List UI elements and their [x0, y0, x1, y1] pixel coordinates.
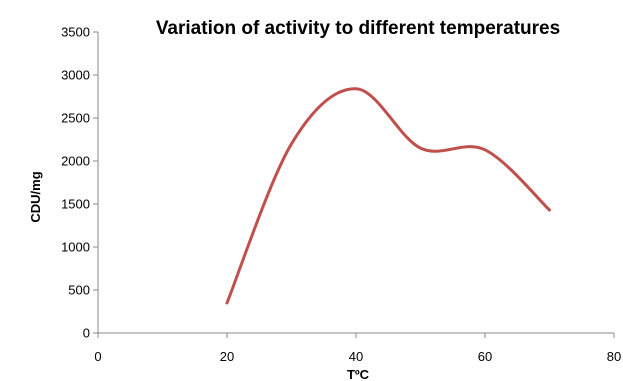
- x-tick-label: 0: [94, 349, 101, 364]
- y-tick-label: 0: [83, 326, 90, 341]
- x-tick-label: 60: [478, 349, 492, 364]
- x-tick-label: 20: [220, 349, 234, 364]
- y-tick-label: 3000: [61, 68, 90, 83]
- x-axis-label: TºC: [347, 367, 370, 381]
- x-tick-label: 40: [349, 349, 363, 364]
- y-tick-label: 1000: [61, 240, 90, 255]
- y-tick-label: 2500: [61, 111, 90, 126]
- chart-title: Variation of activity to different tempe…: [156, 18, 560, 39]
- y-tick-label: 1500: [61, 197, 90, 212]
- series-line: [225, 87, 551, 305]
- x-axis-ticks: 0 20 40 60 80: [94, 333, 621, 364]
- y-tick-label: 3500: [61, 25, 90, 40]
- y-tick-label: 2000: [61, 154, 90, 169]
- y-axis-ticks: 0 500 1000 1500 2000 2500 3000 3500: [61, 25, 98, 341]
- x-tick-label: 80: [607, 349, 621, 364]
- series-layer: [225, 87, 551, 305]
- y-tick-label: 500: [68, 283, 90, 298]
- y-axis-label: CDU/mg: [28, 171, 43, 222]
